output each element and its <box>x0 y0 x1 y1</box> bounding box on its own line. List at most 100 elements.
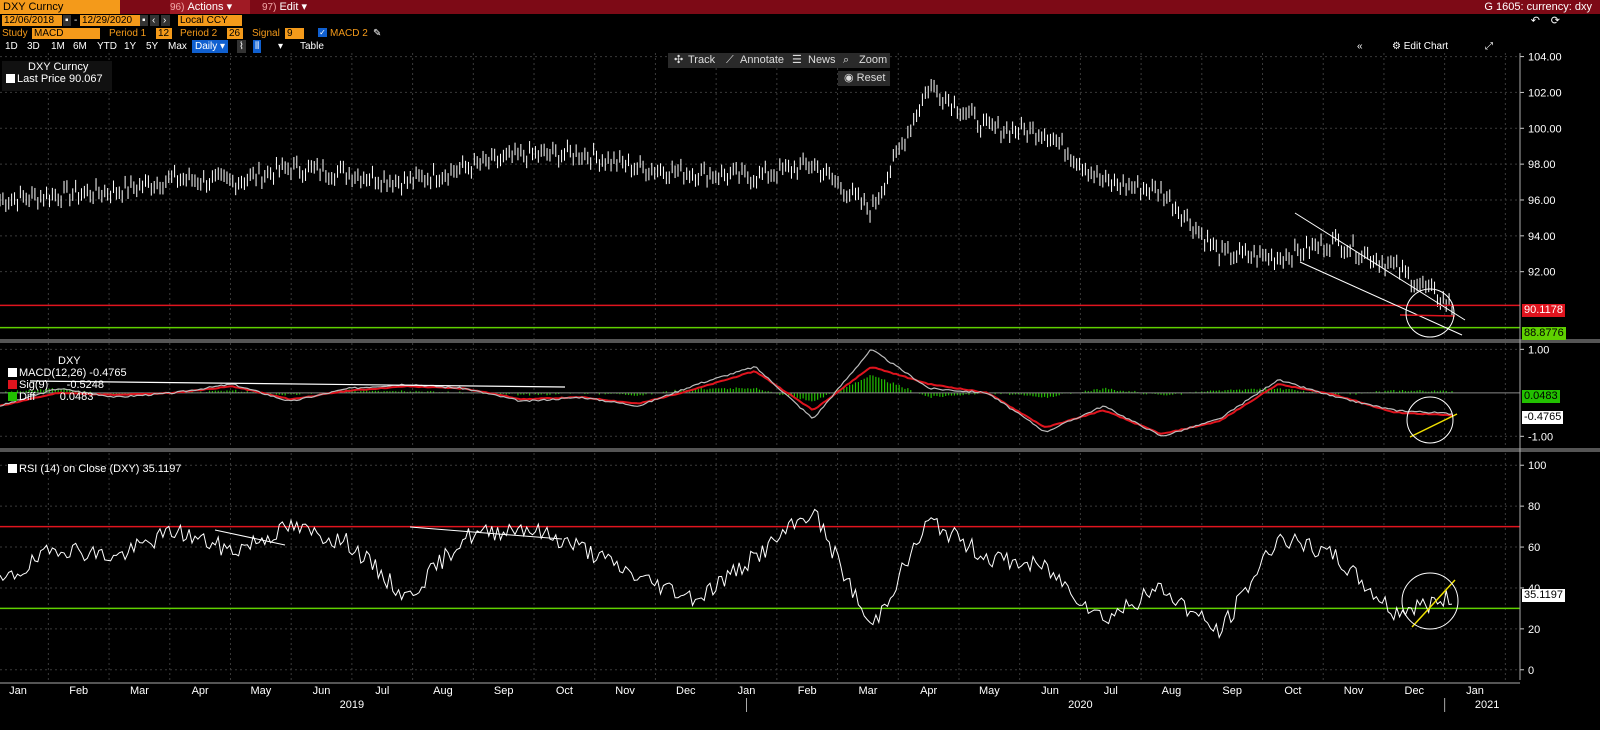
diff-legend-label: Diff 0.0483 <box>19 391 94 403</box>
rsi-series <box>0 508 1520 640</box>
green-level-tag: 88.8776 <box>1522 327 1566 340</box>
price-swatch <box>6 74 15 83</box>
reset-button[interactable]: ◉ Reset <box>838 71 890 86</box>
prev-arrow-icon[interactable]: ‹ <box>150 15 159 26</box>
y-tick-label: 100 <box>1528 460 1546 472</box>
radio-icon: ◉ <box>844 72 854 84</box>
year-label: 2021 <box>1475 699 1499 711</box>
range-5y[interactable]: 5Y <box>146 41 159 52</box>
study-row: Study MACD Period 1 12 Period 2 26 Signa… <box>0 27 1600 40</box>
signal-input[interactable]: 9 <box>285 28 304 39</box>
panel-divider <box>0 339 1600 343</box>
x-tick-label: Mar <box>858 685 877 697</box>
edit-menu[interactable]: 97) Edit ▾ <box>262 0 322 14</box>
x-tick-label: Jan <box>9 685 27 697</box>
price-bars <box>0 78 1453 316</box>
period2-label: Period 2 <box>180 28 218 39</box>
range-6m[interactable]: 6M <box>73 41 87 52</box>
x-tick-label: Nov <box>1344 685 1364 697</box>
range-1m[interactable]: 1M <box>51 41 65 52</box>
chevron-down-icon[interactable]: ▾ <box>278 41 284 52</box>
x-tick-label: Jul <box>1104 685 1118 697</box>
end-date-input[interactable]: 12/29/2020 <box>80 15 140 26</box>
pencil-icon[interactable]: ✎ <box>373 28 382 39</box>
rsi-yellow-trend <box>1411 579 1456 628</box>
range-1d[interactable]: 1D <box>5 41 18 52</box>
y-tick-label: 100.00 <box>1528 123 1562 135</box>
macd2-checkbox[interactable]: ✓ <box>318 28 327 37</box>
range-row: 1D 3D 1M 6M YTD 1Y 5Y Max Daily ▾ ⌇ ⫴ ▾ … <box>0 40 1600 53</box>
macd-trendline <box>29 380 566 388</box>
caret-down-icon: ▾ <box>226 1 233 13</box>
x-tick-label: Jan <box>1466 685 1484 697</box>
axes: 92.00 94.00 96.00 98.00 100.00 102.00 104.00 -1… <box>0 53 1562 712</box>
date-dash: - <box>74 15 78 26</box>
y-tick-label: 104.00 <box>1528 53 1562 64</box>
date-row: 12/06/2018 ▪ - 12/29/2020 ▪ ‹ › Local CC… <box>0 14 1600 27</box>
x-tick-label: Sep <box>494 685 514 697</box>
annotate-button[interactable]: Annotate <box>740 54 785 66</box>
news-button[interactable]: News <box>808 54 836 66</box>
zoom-icon: ⌕ <box>843 54 850 66</box>
grid-lines <box>0 53 1520 680</box>
rsi-tag: 35.1197 <box>1522 589 1565 602</box>
line-chart-icon[interactable]: ⌇ <box>237 40 246 53</box>
trendline-lower <box>1299 261 1463 336</box>
start-date-input[interactable]: 12/06/2018 <box>2 15 62 26</box>
x-tick-label: Oct <box>556 685 573 697</box>
x-tick-label: Oct <box>1284 685 1301 697</box>
study-label: Study <box>2 28 28 39</box>
zoom-button[interactable]: Zoom <box>859 54 888 66</box>
x-tick-label: Sep <box>1222 685 1242 697</box>
collapse-icon[interactable]: « <box>1357 41 1363 52</box>
calendar-icon[interactable]: ▪ <box>140 15 148 26</box>
table-button[interactable]: Table <box>300 41 324 52</box>
refresh-icon[interactable]: ⟳ <box>1550 15 1560 27</box>
expand-icon[interactable]: ⤢ <box>1485 41 1493 52</box>
rotate-left-icon[interactable]: ↶ <box>1530 15 1540 27</box>
edit-chart-button[interactable]: ⚙ Edit Chart <box>1392 41 1449 52</box>
title-bar: DXY Curncy 96) Actions ▾ 97) Edit ▾ G 1605… <box>0 0 1600 14</box>
signal-label: Signal <box>252 28 280 39</box>
x-tick-label: Apr <box>920 685 937 697</box>
diff-swatch <box>8 392 17 401</box>
range-max[interactable]: Max <box>168 41 187 52</box>
rsi-trendline-2 <box>409 526 563 540</box>
macd-legend-title: DXY <box>58 355 81 367</box>
calendar-icon[interactable]: ▪ <box>63 15 71 26</box>
period1-input[interactable]: 12 <box>156 28 172 39</box>
x-tick-label: Feb <box>69 685 88 697</box>
sig-line <box>0 366 1453 435</box>
macd-series <box>0 349 1520 444</box>
x-tick-label: Feb <box>798 685 817 697</box>
interval-select[interactable]: Daily ▾ <box>192 40 229 53</box>
x-tick-label: Dec <box>676 685 696 697</box>
edit-label: Edit <box>279 1 299 13</box>
x-tick-label: Jun <box>313 685 331 697</box>
currency-select[interactable]: Local CCY <box>178 15 242 26</box>
track-button[interactable]: Track <box>688 54 716 66</box>
interval-value: Daily <box>195 41 218 52</box>
ticker-field[interactable]: DXY Curncy <box>0 0 120 14</box>
range-1y[interactable]: 1Y <box>124 41 137 52</box>
rsi-swatch <box>8 464 17 473</box>
y-tick-label: 1.00 <box>1528 344 1549 356</box>
x-tick-label: Nov <box>615 685 635 697</box>
study-select[interactable]: MACD <box>32 28 100 39</box>
page-label: G 1605: currency: dxy <box>1484 1 1592 13</box>
rsi-legend: RSI (14) on Close (DXY) 35.1197 <box>8 463 181 475</box>
period2-input[interactable]: 26 <box>227 28 243 39</box>
y-tick-label: 0 <box>1528 665 1534 677</box>
x-tick-label: Mar <box>130 685 149 697</box>
year-label: 2020 <box>1068 699 1092 711</box>
x-tick-label: Jan <box>738 685 756 697</box>
range-ytd[interactable]: YTD <box>97 41 117 52</box>
y-tick-label: 96.00 <box>1528 195 1556 207</box>
next-arrow-icon[interactable]: › <box>161 15 170 26</box>
range-3d[interactable]: 3D <box>27 41 40 52</box>
bar-chart-icon[interactable]: ⫴ <box>253 40 262 53</box>
annotate-icon: ⟋ <box>726 54 734 66</box>
macd-diff-tag: 0.0483 <box>1522 390 1560 403</box>
actions-menu[interactable]: 96) Actions ▾ <box>170 0 250 14</box>
actions-num: 96) <box>170 2 185 13</box>
